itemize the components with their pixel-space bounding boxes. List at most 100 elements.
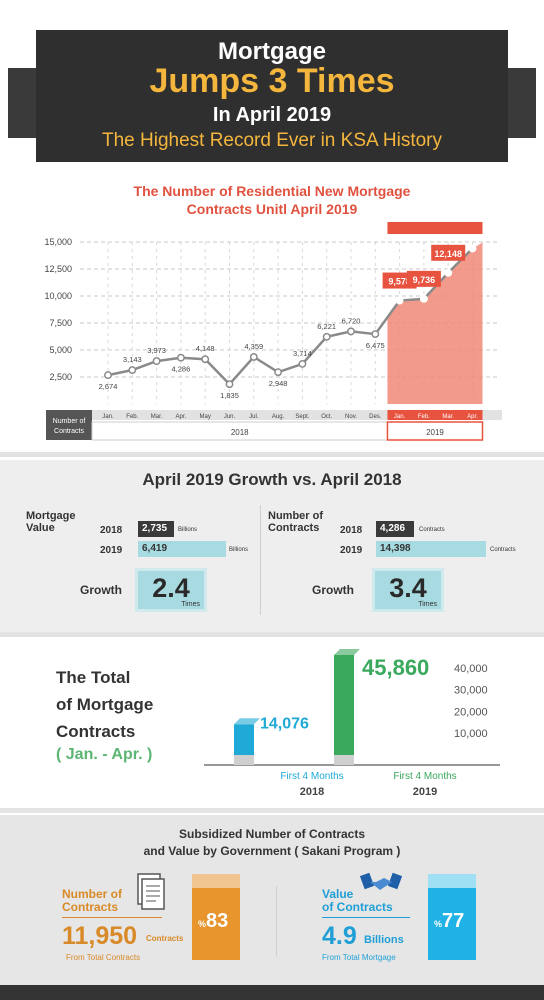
x-tick-label: Aug. [272,414,285,420]
footer-bar [0,985,544,1000]
total-title-l2: of Mortgage [56,695,154,714]
value-unit-2018: Billions [178,527,198,533]
data-point [419,294,428,303]
x-tick-label: Jul. [249,414,259,420]
growth-value-box: 2.4 Times [135,568,207,612]
sub-value-label-l1: Value [322,887,354,901]
data-label: 4,148 [196,344,215,353]
value-pct-value: 77 [442,910,465,932]
sub-contracts-value: 11,950 [62,922,138,950]
sub-value-rule [322,917,410,918]
total-period-label: First 4 Months [280,771,343,782]
chart-title: The Number of Residential New Mortgage C… [0,182,544,218]
data-label: 4,286 [172,365,191,374]
contracts-unit-2018: Contracts [419,527,445,533]
mortgage-line-chart: 2,500 5,000 7,500 10,000 12,500 15,000 2,674 3,… [44,222,502,441]
data-label: 2,948 [269,379,288,388]
sub-value-label: Value of Contracts [322,888,393,914]
header-line-4: The Highest Record Ever in KSA History [101,130,443,151]
sub-contracts-label: Number of Contracts [62,888,122,914]
data-label: 6,475 [366,341,385,350]
y-tick-label: 12,500 [44,264,72,274]
total-y-tick: 10,000 [454,728,488,740]
total-y-tick: 20,000 [454,706,488,718]
x-axis-band-2019 [387,410,483,420]
x-axis-title-l2: Contracts [54,428,84,435]
subsidized-title-l1: Subsidized Number of Contracts [178,827,366,841]
data-point [444,268,453,277]
chart-title-l2: Contracts Unitl April 2019 [186,201,358,217]
chart-title-l1: The Number of Residential New Mortgage [133,183,411,199]
mortgage-value-label: Mortgage Value [26,510,76,534]
x-tick-label: Des. [369,414,382,420]
data-point [322,332,331,341]
data-point [468,244,477,253]
series-line [107,247,474,387]
y-tick-label: 7,500 [49,318,72,328]
contracts-2018-bar: 4,286 [376,521,414,537]
sub-contracts-label-l1: Number of [62,887,122,901]
total-title: The Total of Mortgage Contracts [56,664,153,745]
data-label: 9,736 [413,275,436,285]
y-tick-label: 2,500 [49,372,72,382]
x-tick-label: Mar. [151,414,163,420]
data-point [395,296,404,305]
subsidized-title-l2: and Value by Government ( Sakani Program… [143,844,401,858]
total-bar [334,655,354,755]
data-point [201,355,210,364]
growth-contracts-box: 3.4 Times [372,568,444,612]
x-tick-label: Oct. [321,414,332,420]
contracts-pct-value: 83 [206,910,229,932]
data-point [128,366,137,375]
header-line-1: Mortgage [218,38,326,65]
contracts-pct-box: %83 [192,874,240,960]
value-2019: 6,419 [142,543,168,554]
y-tick-label: 10,000 [44,291,72,301]
sub-value-from: From Total Mortgage [322,953,396,962]
total-bar [234,724,254,755]
data-label: 2,674 [99,382,118,391]
data-point [249,352,258,361]
x-tick-label: Jun. [224,414,236,420]
header-line-3: In April 2019 [212,104,332,126]
growth-value: 2.4 [152,573,190,603]
x-tick-label: May [200,414,211,420]
data-point [347,327,355,336]
sub-divider [276,886,277,956]
total-y-tick: 40,000 [454,663,488,675]
value-callout [431,244,466,261]
sub-contracts-label-l2: Contracts [62,900,119,914]
growth-divider [260,505,261,615]
sub-contracts-from: From Total Contracts [66,953,141,962]
x-axis-title-l1: Number of [53,418,86,425]
total-bar-chart: 10,000 20,000 30,000 40,000 14,076 First 4 Mo… [204,649,500,798]
total-bar-top [234,718,260,725]
growth-contracts-unit: Times [418,601,437,608]
data-point [274,368,283,377]
documents-icon [137,873,165,910]
x-tick-label: Sept. [295,414,309,420]
sub-value-value: 4.9 [322,922,357,950]
total-bar-shadow [234,755,254,765]
contracts-pct-sign: % [198,919,207,929]
x-tick-label: Feb. [418,414,430,420]
group-label: 2018 [231,428,249,437]
total-year-label: 2019 [413,786,437,798]
growth-label-contracts: Growth [312,583,354,597]
x-tick-label: Feb. [126,414,138,420]
header-ribbon [36,30,508,162]
total-bar-value: 45,860 [362,655,429,680]
total-year-label: 2018 [300,786,324,798]
total-period-label: First 4 Months [393,771,456,782]
group-band-2019 [386,421,484,441]
contracts-2019: 14,398 [380,543,411,554]
y-tick-label: 15,000 [44,237,72,247]
total-bar-shadow [334,755,354,765]
data-label: 3,973 [147,346,166,355]
data-point [104,371,112,380]
sub-contracts-unit: Contracts [146,934,184,943]
data-point [176,353,185,362]
section-separator [0,808,544,813]
x-tick-label: Jan. [394,414,406,420]
value-pct-box: %77 [428,874,476,960]
